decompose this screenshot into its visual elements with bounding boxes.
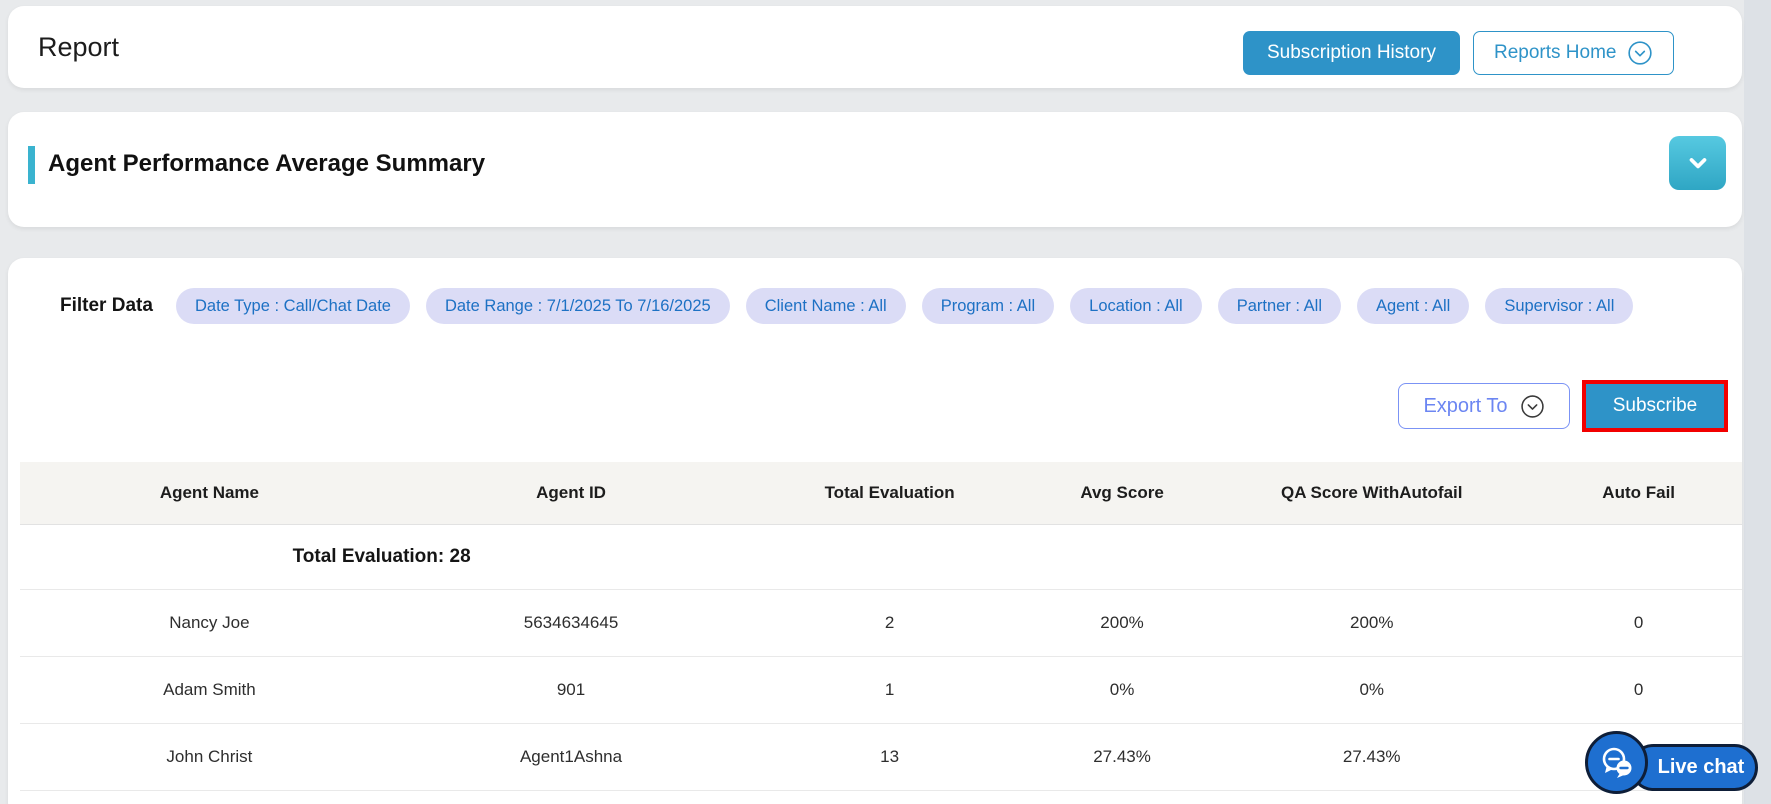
cell-total-evaluation: 2 [743, 589, 1036, 657]
column-header-total-evaluation: Total Evaluation [743, 462, 1036, 525]
cell-total-evaluation: 13 [743, 723, 1036, 791]
cell-agent-id: Agent1Ashna [398, 723, 744, 791]
export-to-label: Export To [1423, 394, 1508, 417]
live-chat-label: Live chat [1657, 756, 1745, 778]
column-header-qa-score: QA Score WithAutofail [1208, 462, 1536, 525]
table-header-row: Agent Name Agent ID Total Evaluation Avg… [20, 462, 1742, 525]
page-title: Report [38, 32, 120, 62]
filter-data-label: Filter Data [60, 295, 153, 316]
table-summary-row: Total Evaluation: 28 [20, 524, 1742, 590]
chevron-down-circle-icon [1520, 394, 1545, 419]
cell-agent-name: John Christ [20, 723, 399, 791]
column-header-agent-id: Agent ID [398, 462, 744, 525]
live-chat-pill[interactable]: Live chat [1630, 744, 1758, 791]
cell-agent-name: Adam Smith [20, 656, 399, 724]
section-card: Agent Performance Average Summary [8, 112, 1742, 227]
cell-qa-score: 27.43% [1208, 723, 1536, 791]
filter-chip-supervisor[interactable]: Supervisor : All [1485, 288, 1634, 324]
table-row: John Christ Agent1Ashna 13 27.43% 27.43% [20, 723, 1742, 791]
filter-chip-location[interactable]: Location : All [1070, 288, 1202, 324]
cell-avg-score: 27.43% [1035, 723, 1209, 791]
cell-qa-score: 0% [1208, 656, 1536, 724]
filter-chip-client-name[interactable]: Client Name : All [745, 288, 906, 324]
report-header-card: Report Subscription History Reports Home [8, 6, 1742, 88]
filter-chips: Date Type : Call/Chat Date Date Range : … [176, 288, 1634, 324]
reports-home-label: Reports Home [1494, 42, 1617, 63]
cell-agent-id: 5634634645 [398, 589, 744, 657]
filter-chip-program[interactable]: Program : All [921, 288, 1055, 324]
cell-avg-score: 0% [1035, 656, 1209, 724]
filter-chip-date-range[interactable]: Date Range : 7/1/2025 To 7/16/2025 [425, 288, 730, 324]
live-chat-button[interactable] [1585, 731, 1648, 794]
chevron-down-icon [1685, 150, 1711, 176]
column-header-avg-score: Avg Score [1035, 462, 1209, 525]
cell-auto-fail: 0 [1535, 656, 1742, 724]
section-accent-bar [28, 146, 35, 184]
chevron-down-circle-icon [1627, 40, 1653, 66]
subscription-history-label: Subscription History [1267, 42, 1436, 63]
cell-total-evaluation: 1 [743, 656, 1036, 724]
column-header-agent-name: Agent Name [20, 462, 399, 525]
reports-home-button[interactable]: Reports Home [1473, 31, 1674, 75]
page-edge-strip [1744, 0, 1771, 804]
total-evaluation-summary: Total Evaluation: 28 [20, 524, 744, 590]
table-row: Adam Smith 901 1 0% 0% 0 [20, 656, 1742, 724]
cell-agent-id: 901 [398, 656, 744, 724]
section-title: Agent Performance Average Summary [48, 150, 486, 177]
cell-agent-name: Nancy Joe [20, 589, 399, 657]
section-collapse-button[interactable] [1669, 136, 1726, 190]
cell-avg-score: 200% [1035, 589, 1209, 657]
agent-performance-table: Agent Name Agent ID Total Evaluation Avg… [20, 462, 1742, 791]
cell-qa-score: 200% [1208, 589, 1536, 657]
cell-auto-fail: 0 [1535, 589, 1742, 657]
subscribe-highlight-box: Subscribe [1582, 380, 1728, 432]
subscribe-button[interactable]: Subscribe [1586, 384, 1724, 428]
export-to-button[interactable]: Export To [1398, 383, 1570, 429]
filter-chip-date-type[interactable]: Date Type : Call/Chat Date [176, 288, 410, 324]
table-row: Nancy Joe 5634634645 2 200% 200% 0 [20, 589, 1742, 657]
report-content-card: Filter Data Date Type : Call/Chat Date D… [8, 258, 1742, 804]
subscription-history-button[interactable]: Subscription History [1243, 31, 1460, 75]
filter-chip-agent[interactable]: Agent : All [1357, 288, 1470, 324]
column-header-auto-fail: Auto Fail [1535, 462, 1742, 525]
filter-chip-partner[interactable]: Partner : All [1217, 288, 1341, 324]
chat-bubbles-icon [1597, 743, 1637, 783]
